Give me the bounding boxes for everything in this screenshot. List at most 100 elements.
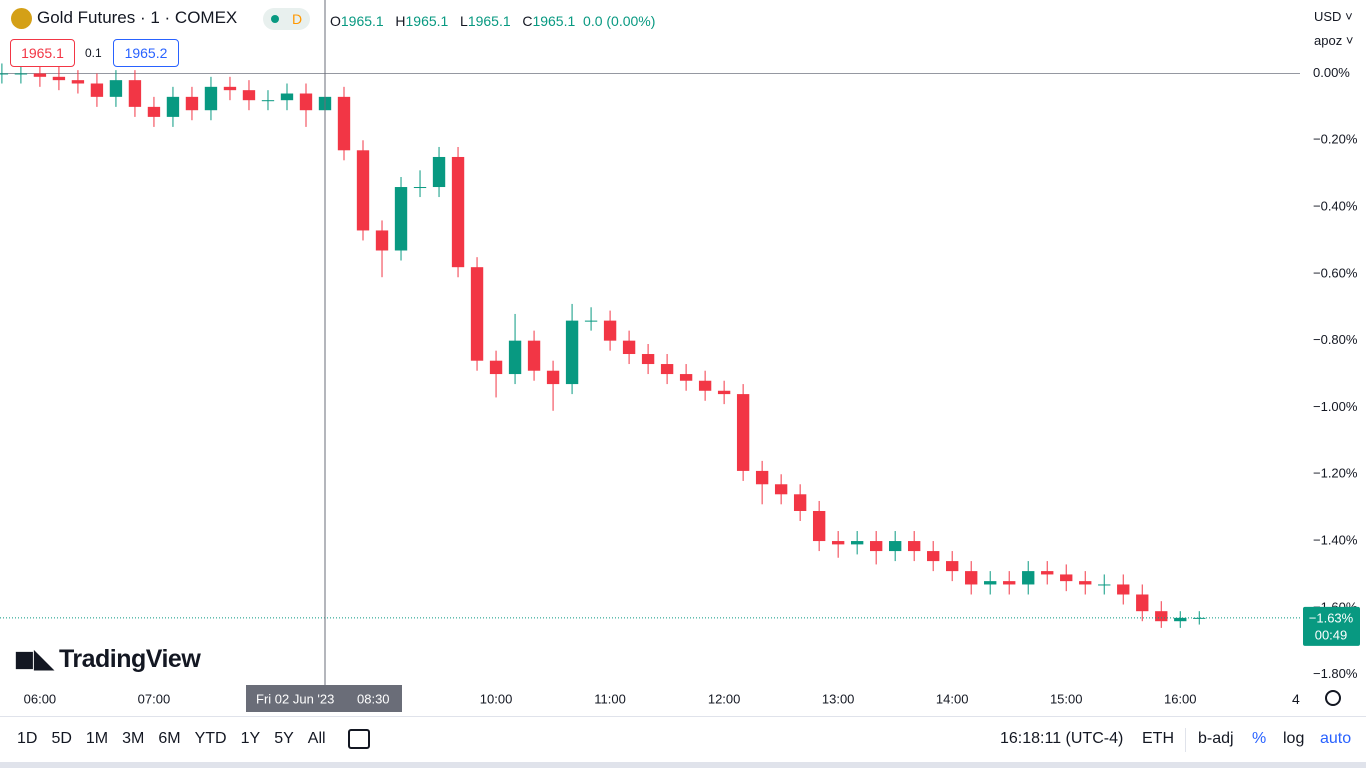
candle-body (869, 541, 883, 552)
y-tick-label: −1.40% (1313, 532, 1358, 547)
y-tick-label: −0.40% (1313, 199, 1358, 214)
candle-body (109, 80, 123, 97)
session-button[interactable]: ETH (1142, 730, 1174, 747)
candle-body (394, 187, 408, 251)
candle-body (242, 90, 256, 101)
ohlc-value: 1965.1 (340, 13, 384, 29)
settings-button[interactable] (1325, 690, 1341, 706)
candle-body (584, 320, 598, 322)
ohlc-key: C (522, 13, 533, 29)
range-button[interactable]: YTD (194, 730, 227, 747)
bottom-strip (0, 762, 1366, 768)
clock[interactable]: 16:18:11 (UTC-4) (1000, 730, 1124, 747)
candle-body (280, 93, 294, 101)
toolbar-separator (1185, 728, 1186, 752)
candle-body (356, 150, 370, 231)
axis-extra: 4 (1292, 691, 1300, 707)
chart: 0.00% −0.20% −0.40% −0.60% −0.80% −1.00% −1.20… (0, 0, 1360, 712)
candle-body (679, 374, 693, 381)
candle-body (812, 510, 826, 542)
countdown: 00:49 (1315, 627, 1348, 642)
candle-body (375, 230, 389, 251)
candle-body (755, 470, 769, 485)
unit-label: apoz (1314, 33, 1343, 48)
range-button[interactable]: All (307, 730, 326, 747)
candle-body (908, 541, 921, 552)
candle-body (927, 551, 940, 562)
last-price-box (1303, 606, 1360, 646)
candle-body (90, 83, 104, 97)
market-status[interactable]: D (263, 8, 310, 30)
candle-body (1022, 571, 1035, 585)
candle-body (622, 340, 636, 355)
candle-body (1193, 617, 1206, 619)
ohlc-key: H (395, 13, 406, 29)
watermark-text: TradingView (58, 645, 201, 673)
candle-body (774, 484, 788, 495)
candle-body (965, 571, 978, 585)
status-label: D (292, 11, 303, 27)
adjust-button[interactable]: b-adj (1198, 730, 1234, 747)
y-tick-label: −1.80% (1313, 666, 1358, 681)
log-button[interactable]: log (1283, 730, 1305, 747)
candle-body (432, 156, 446, 188)
y-tick-label: −0.60% (1313, 265, 1358, 280)
candle-body (1098, 584, 1111, 586)
candle-body (489, 360, 503, 375)
candle-body (1117, 584, 1130, 595)
candle-body (223, 86, 237, 91)
ohlc-change: 0.0 (0.00%) (583, 13, 656, 29)
candle-body (1003, 581, 1016, 585)
x-tick-label: 16:00 (1164, 691, 1197, 706)
date-range-button[interactable] (348, 729, 370, 749)
candle-body (299, 93, 313, 111)
candle-body (831, 541, 845, 545)
ohlc-legend: O1965.1 H1965.1 L1965.1 C1965.1 0.0 (0.0… (330, 13, 655, 29)
x-tick-label: 06:00 (24, 691, 57, 706)
candle-body (261, 100, 275, 102)
watermark-icon: ◼◣ (14, 645, 53, 673)
ohlc-value: 1965.1 (532, 13, 576, 29)
candle-body (71, 80, 85, 84)
candle-body (413, 187, 427, 189)
candle-body (1041, 571, 1054, 575)
unit[interactable]: apoz ˅ (1314, 33, 1354, 48)
range-button[interactable]: 1Y (240, 730, 261, 747)
currency[interactable]: USD ˅ (1314, 9, 1353, 24)
candle-body (1136, 594, 1149, 612)
ohlc-value: 1965.1 (467, 13, 511, 29)
candle-body (52, 76, 66, 81)
candle-body (565, 320, 579, 385)
ohlc-key: L (460, 13, 468, 29)
y-tick-label: −0.20% (1313, 132, 1358, 147)
range-button[interactable]: 6M (158, 730, 181, 747)
candle-body (470, 267, 484, 361)
crosshair-time: 08:30 (357, 691, 390, 706)
candle-body (850, 541, 864, 545)
candle-body (33, 73, 47, 77)
percent-button[interactable]: % (1252, 730, 1267, 747)
buy-button[interactable]: 1965.2 (113, 39, 179, 67)
range-button[interactable]: 5D (51, 730, 72, 747)
range-button[interactable]: 5Y (274, 730, 294, 747)
range-button[interactable]: 3M (122, 730, 145, 747)
range-buttons: 1D 5D 1M 3M 6M YTD 1Y 5Y All (17, 730, 340, 748)
symbol-title[interactable]: Gold Futures · 1 · COMEX (37, 8, 238, 27)
range-button[interactable]: 1M (85, 730, 109, 747)
sell-button[interactable]: 1965.1 (10, 39, 75, 67)
candle-body (546, 370, 560, 385)
range-button[interactable]: 1D (17, 730, 38, 747)
candle-body (1060, 574, 1073, 582)
auto-button[interactable]: auto (1320, 730, 1352, 747)
candle-body (451, 156, 465, 268)
candle-body (527, 340, 541, 371)
candle-body (508, 340, 522, 375)
candle-body (736, 394, 750, 471)
candle-body (717, 390, 731, 395)
candle-body (641, 354, 655, 365)
ohlc-key: O (330, 13, 341, 29)
candle-body (1174, 617, 1187, 622)
symbol-logo (11, 8, 32, 29)
candle-body (0, 73, 9, 75)
